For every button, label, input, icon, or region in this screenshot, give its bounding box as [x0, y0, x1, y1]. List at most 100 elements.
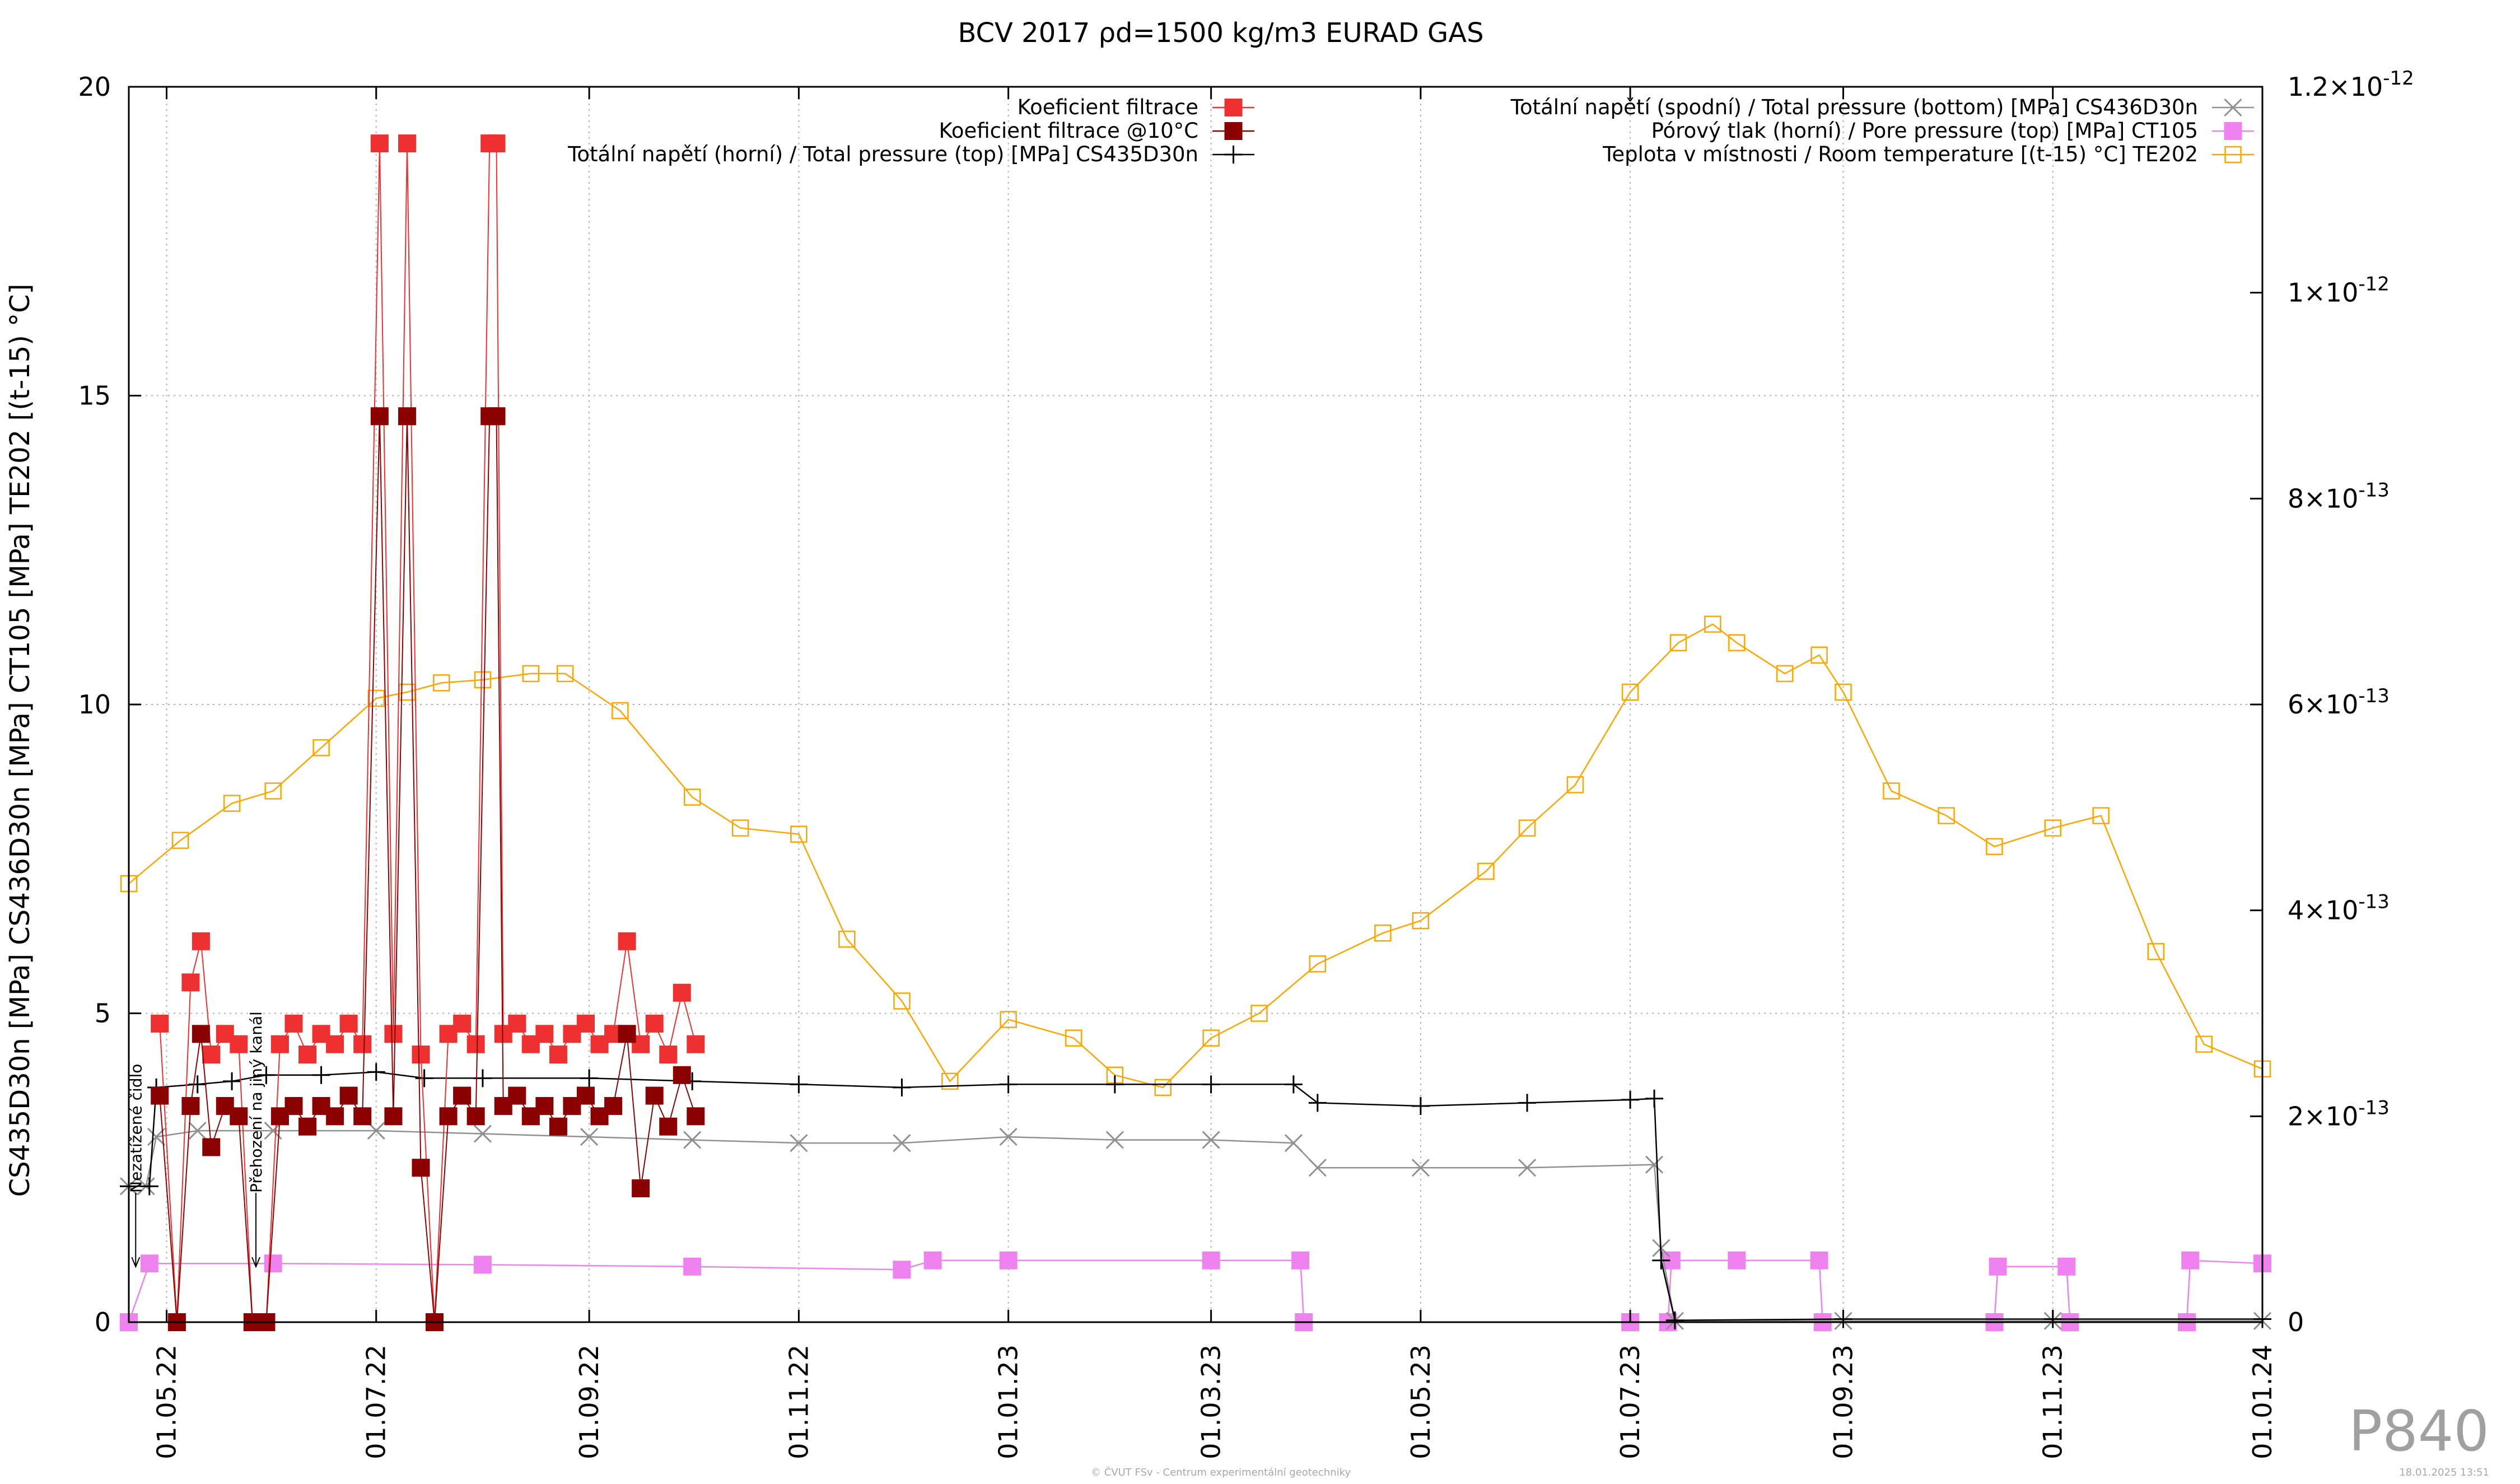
data-point — [326, 1035, 344, 1053]
x-tick-label: 01.09.23 — [1828, 1345, 1858, 1459]
data-point — [618, 1025, 636, 1043]
data-point — [1810, 646, 1828, 664]
data-point — [1621, 1090, 1640, 1109]
y-tick-label: 0 — [95, 1307, 111, 1337]
legend-entry-2: Totální napětí (horní) / Total pressure … — [567, 142, 1254, 166]
data-point — [298, 1117, 317, 1136]
data-point — [181, 1096, 200, 1115]
data-point — [284, 1014, 303, 1033]
data-point — [1284, 1075, 1303, 1094]
data-point — [1411, 1096, 1430, 1115]
data-point — [412, 1159, 430, 1177]
annotations: Nezatížené čidlo Přehození na jiný kanál — [127, 1011, 265, 1268]
data-point — [1518, 1159, 1537, 1177]
data-point — [1665, 1311, 1684, 1329]
data-point — [1105, 1131, 1124, 1149]
data-point — [1652, 1251, 1670, 1270]
data-point — [549, 1117, 567, 1136]
data-point — [151, 1086, 169, 1105]
data-point — [1518, 819, 1536, 837]
data-point — [838, 930, 856, 948]
y2-tick-label: 0 — [2288, 1307, 2304, 1337]
chart-title: BCV 2017 ρd=1500 kg/m3 EURAD GAS — [958, 17, 1483, 49]
data-point — [1309, 955, 1327, 973]
data-point — [312, 739, 330, 757]
data-point — [673, 983, 691, 1002]
data-point — [2044, 819, 2061, 837]
data-point — [556, 665, 574, 683]
legend-marker — [1224, 122, 1243, 140]
data-point — [659, 1117, 678, 1136]
data-point — [683, 788, 701, 806]
data-point — [487, 134, 506, 153]
data-point — [612, 702, 629, 720]
data-point — [466, 1035, 485, 1053]
data-point — [1883, 782, 1900, 800]
legend-marker — [1224, 146, 1243, 164]
data-point — [1518, 1094, 1537, 1112]
legend-entry-5: Teplota v místnosti / Room temperature [… — [1602, 142, 2254, 166]
data-point — [230, 1107, 248, 1126]
data-point — [1105, 1075, 1124, 1094]
data-point — [893, 1078, 911, 1096]
y-tick-label: 15 — [78, 381, 111, 411]
data-point — [2057, 1257, 2076, 1276]
data-point — [1308, 1094, 1327, 1112]
legend-entry-1: Koeficient filtrace @10°C — [939, 119, 1254, 143]
data-point — [893, 1261, 911, 1279]
data-point — [999, 1075, 1018, 1094]
data-point — [140, 1177, 158, 1196]
data-point — [398, 407, 416, 426]
data-point — [1250, 1005, 1268, 1022]
data-point — [1776, 665, 1794, 683]
data-point — [645, 1014, 664, 1033]
data-point — [384, 1107, 403, 1126]
data-point — [412, 1046, 430, 1064]
data-point — [339, 1014, 358, 1033]
data-point — [473, 1256, 492, 1274]
footer-timestamp: 18.01.2025 13:51 — [2399, 1467, 2489, 1478]
data-point — [439, 1107, 458, 1126]
data-point — [580, 1128, 599, 1146]
data-point — [339, 1086, 358, 1105]
legend-marker — [2224, 122, 2242, 140]
footer-copyright: © ČVUT FSv - Centrum experimentální geot… — [1091, 1466, 1351, 1478]
data-point — [298, 1046, 317, 1064]
y-axis-label: CS435D30n [MPa] CS436D30n [MPa] CT105 [M… — [4, 284, 36, 1197]
x-tick-label: 01.11.22 — [783, 1345, 814, 1459]
data-point — [790, 1134, 808, 1152]
data-point — [171, 832, 189, 849]
legend-label: Totální napětí (horní) / Total pressure … — [567, 142, 1198, 166]
y2-tick-label: 4×10-13 — [2288, 891, 2390, 926]
data-point — [1374, 924, 1392, 942]
data-point — [188, 1075, 207, 1094]
data-point — [1566, 776, 1584, 794]
data-point — [2181, 1251, 2200, 1270]
data-point — [270, 1035, 289, 1053]
data-point — [230, 1035, 248, 1053]
data-point — [683, 1131, 702, 1149]
data-point — [181, 973, 200, 992]
data-point — [264, 782, 282, 800]
data-point — [683, 1257, 702, 1276]
data-point — [192, 932, 210, 950]
data-point — [618, 932, 636, 950]
data-point — [1669, 634, 1687, 651]
data-point — [1154, 1079, 1172, 1096]
data-point — [1202, 1075, 1220, 1094]
annotation-arrowhead — [251, 1257, 260, 1268]
data-point — [367, 1063, 385, 1081]
data-point — [188, 1122, 207, 1140]
data-point — [453, 1086, 472, 1105]
data-point — [999, 1251, 1018, 1270]
data-point — [1284, 1134, 1303, 1152]
data-point — [264, 1254, 282, 1273]
data-point — [576, 1014, 595, 1033]
data-point — [1704, 615, 1721, 633]
data-point — [632, 1179, 650, 1198]
data-point — [202, 1046, 221, 1064]
data-point — [1810, 1251, 1828, 1270]
data-point — [192, 1025, 210, 1043]
data-point — [659, 1046, 678, 1064]
